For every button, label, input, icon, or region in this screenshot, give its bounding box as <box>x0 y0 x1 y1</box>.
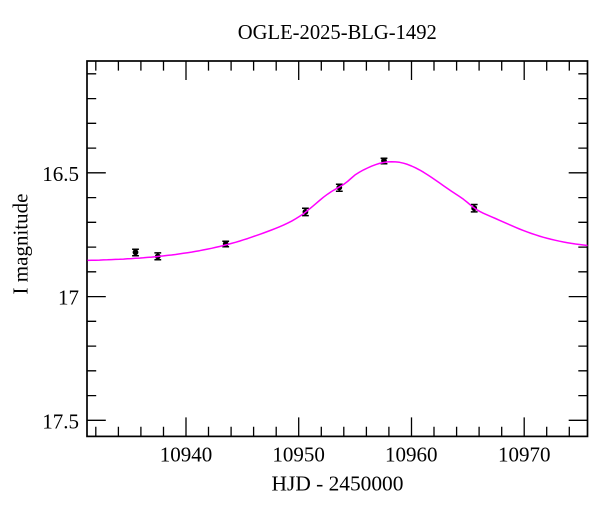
svg-text:17: 17 <box>58 286 79 310</box>
svg-text:10970: 10970 <box>498 443 551 467</box>
svg-text:HJD - 2450000: HJD - 2450000 <box>272 471 404 495</box>
svg-text:16.5: 16.5 <box>42 162 79 186</box>
svg-text:10940: 10940 <box>160 443 213 467</box>
svg-text:10960: 10960 <box>385 443 438 467</box>
svg-text:17.5: 17.5 <box>42 409 79 433</box>
svg-text:I magnitude: I magnitude <box>8 194 32 295</box>
svg-text:10950: 10950 <box>272 443 325 467</box>
svg-text:OGLE-2025-BLG-1492: OGLE-2025-BLG-1492 <box>238 22 437 44</box>
